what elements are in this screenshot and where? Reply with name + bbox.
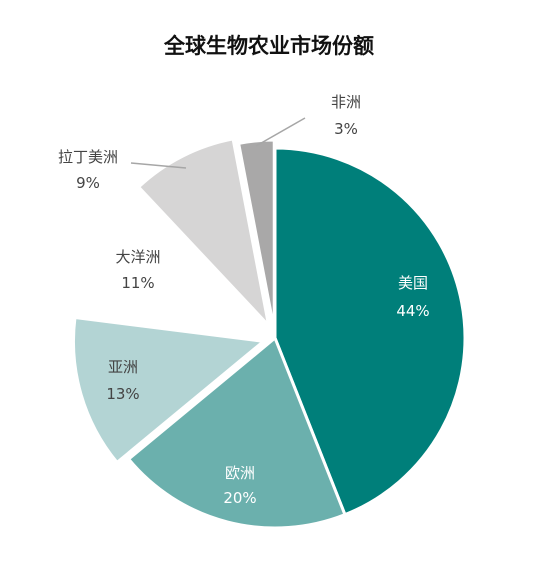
chart-title: 全球生物农业市场份额 — [164, 34, 374, 58]
africa-label: 非洲 — [331, 93, 361, 111]
slice-oceania — [65, 188, 257, 330]
latin-america-label: 拉丁美洲 — [58, 148, 118, 166]
usa-value-label: 44% — [396, 302, 429, 320]
oceania-label: 大洋洲 — [115, 248, 160, 266]
slice-africa — [237, 138, 276, 332]
latin-america-value-label: 9% — [76, 174, 100, 192]
usa-label: 美国 — [398, 274, 428, 292]
slice-latin-america — [137, 137, 271, 328]
asia-label: 亚洲 — [108, 358, 138, 376]
slice-europe — [127, 336, 347, 530]
africa-value-label: 3% — [334, 120, 358, 138]
oceania-value-label: 11% — [121, 274, 154, 292]
europe-value-label: 20% — [223, 489, 256, 507]
slice-asia — [71, 316, 265, 464]
asia-value-label: 13% — [106, 385, 139, 403]
europe-label: 欧洲 — [225, 464, 255, 482]
slice-usa — [273, 146, 467, 517]
leader-line — [255, 117, 306, 147]
leader-line — [130, 162, 187, 169]
